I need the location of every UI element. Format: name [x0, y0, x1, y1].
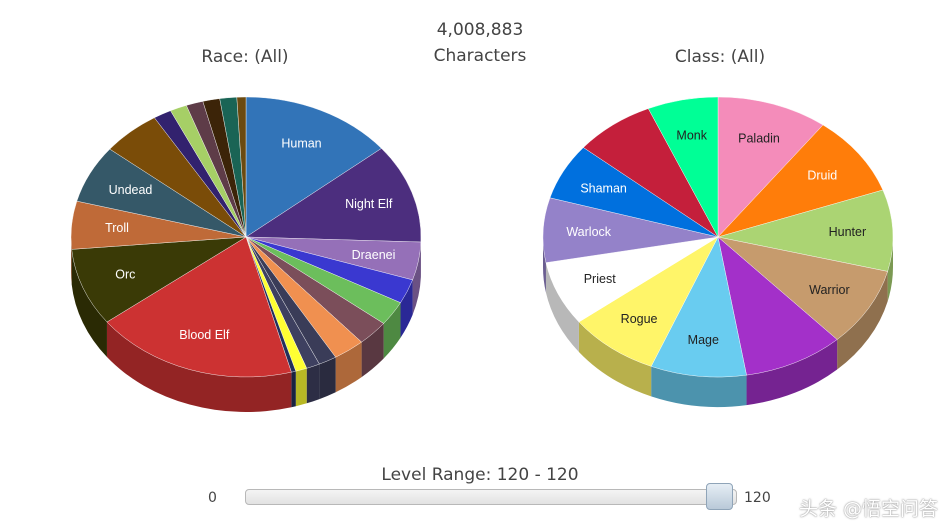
class-chart-title: Class: (All)	[674, 47, 766, 67]
race-slice-side[interactable]	[383, 302, 401, 359]
race-slice[interactable]	[245, 96, 382, 238]
class-slice-side[interactable]	[651, 366, 747, 407]
slider-max-label: 120	[744, 490, 771, 506]
slider-min-label: 0	[208, 490, 217, 506]
class-slice[interactable]	[717, 189, 894, 272]
race-slice[interactable]	[71, 236, 247, 323]
race-slice-label: Draenei	[352, 248, 396, 262]
race-pie: Human Night Elf Draenei Blood Elf Orc Troll Un…	[70, 96, 422, 412]
race-slice-label: Undead	[109, 183, 153, 197]
race-slice-label: Blood Elf	[179, 328, 230, 342]
watermark: 头条 @悟空问答	[798, 498, 938, 520]
class-slice-label: Rogue	[621, 312, 658, 326]
race-slice-label: Troll	[105, 221, 129, 235]
race-slice-side[interactable]	[361, 323, 384, 378]
class-slice[interactable]	[717, 236, 838, 376]
total-characters-label: Characters	[433, 46, 527, 66]
class-slice-side[interactable]	[578, 321, 652, 397]
race-slice-side[interactable]	[306, 364, 320, 404]
total-characters-count: 4,008,883	[436, 20, 524, 40]
race-slice-side[interactable]	[71, 249, 107, 358]
class-slice-label: Priest	[584, 272, 616, 286]
class-slice-label: Warrior	[809, 283, 850, 297]
race-slice[interactable]	[106, 236, 292, 378]
class-pie: Paladin Druid Hunter Warrior Mage Rogue Priest…	[542, 96, 894, 407]
class-slice-label: Monk	[676, 129, 707, 143]
class-slice-side[interactable]	[837, 271, 888, 370]
race-slice-label: Human	[281, 136, 321, 150]
race-slice[interactable]	[236, 96, 247, 238]
race-slice-side[interactable]	[335, 342, 362, 393]
level-range-slider-handle[interactable]	[706, 483, 733, 510]
level-range-slider-track[interactable]	[245, 489, 737, 505]
class-slice-side[interactable]	[545, 262, 579, 352]
class-slice-label: Warlock	[566, 225, 611, 239]
class-slice-label: Paladin	[738, 132, 780, 146]
class-slice-label: Shaman	[580, 181, 627, 195]
race-slice-side[interactable]	[295, 368, 307, 407]
level-range-title: Level Range: 120 - 120	[381, 465, 579, 485]
class-slice[interactable]	[578, 236, 719, 367]
class-slice[interactable]	[717, 236, 888, 340]
class-slice[interactable]	[717, 124, 884, 238]
race-slice-side[interactable]	[412, 242, 421, 315]
class-slice-label: Druid	[807, 169, 837, 183]
class-slice-label: Mage	[688, 333, 719, 347]
class-slice[interactable]	[717, 96, 824, 238]
class-slice-side[interactable]	[887, 237, 893, 302]
class-slice[interactable]	[650, 236, 747, 378]
race-slice-label: Orc	[115, 268, 135, 282]
class-slice[interactable]	[648, 96, 719, 238]
class-slice-label: Hunter	[829, 225, 867, 239]
race-slice[interactable]	[245, 148, 422, 243]
race-slice-side[interactable]	[319, 357, 336, 400]
race-slice-side[interactable]	[106, 322, 292, 412]
class-slice-side[interactable]	[746, 339, 838, 406]
race-slice-label: Night Elf	[345, 197, 393, 211]
race-slice-side[interactable]	[291, 371, 296, 408]
race-chart-title: Race: (All)	[201, 47, 289, 67]
race-slice-side[interactable]	[400, 279, 413, 338]
